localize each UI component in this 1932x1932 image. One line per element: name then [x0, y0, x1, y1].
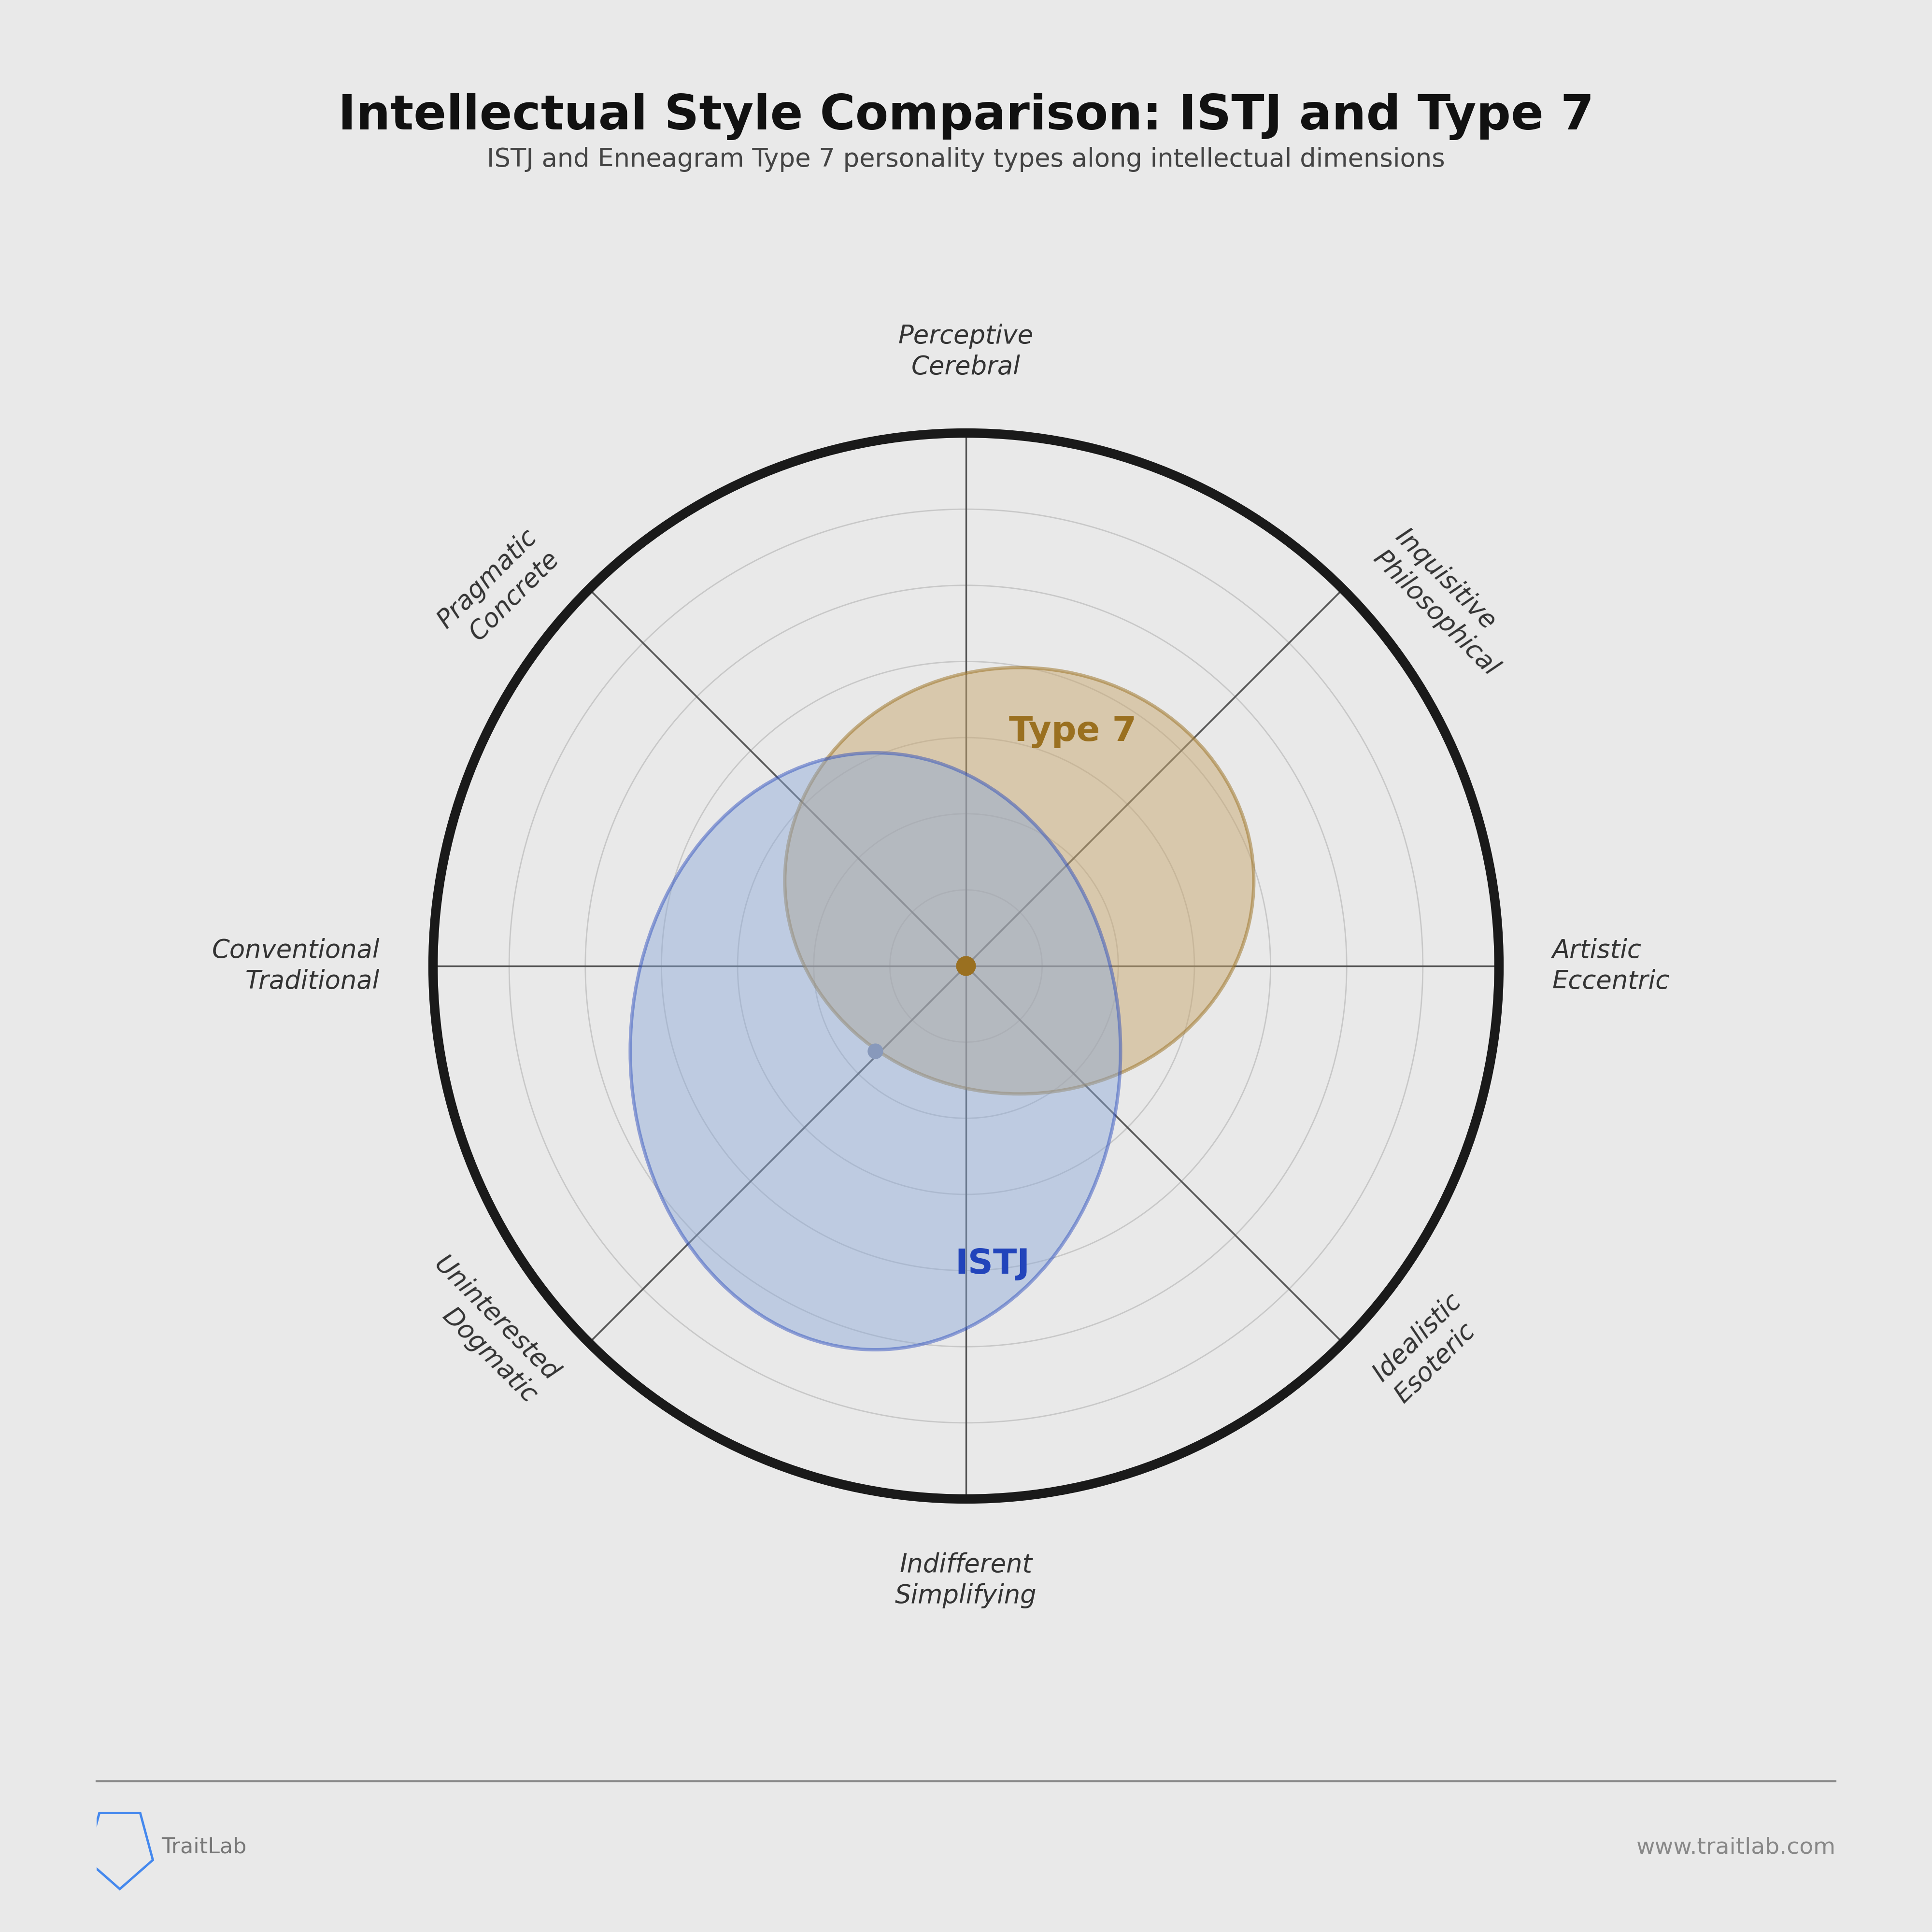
Ellipse shape	[784, 668, 1254, 1094]
Text: Pragmatic
Concrete: Pragmatic Concrete	[433, 524, 564, 655]
Circle shape	[956, 956, 976, 976]
Circle shape	[867, 1043, 883, 1059]
Text: ISTJ and Enneagram Type 7 personality types along intellectual dimensions: ISTJ and Enneagram Type 7 personality ty…	[487, 147, 1445, 172]
Text: Artistic
Eccentric: Artistic Eccentric	[1551, 937, 1669, 995]
Text: Inquisitive
Philosophical: Inquisitive Philosophical	[1368, 524, 1526, 682]
Text: www.traitlab.com: www.traitlab.com	[1636, 1837, 1835, 1859]
Text: TraitLab: TraitLab	[162, 1837, 247, 1857]
Text: Intellectual Style Comparison: ISTJ and Type 7: Intellectual Style Comparison: ISTJ and …	[338, 93, 1594, 141]
Ellipse shape	[630, 753, 1121, 1350]
Text: Uninterested
Dogmatic: Uninterested Dogmatic	[408, 1252, 564, 1408]
Text: Type 7: Type 7	[1009, 715, 1136, 748]
Text: Indifferent
Simplifying: Indifferent Simplifying	[895, 1551, 1037, 1609]
Text: Perceptive
Cerebral: Perceptive Cerebral	[898, 323, 1034, 381]
Text: Conventional
Traditional: Conventional Traditional	[213, 937, 381, 995]
Text: Idealistic
Esoteric: Idealistic Esoteric	[1368, 1289, 1488, 1408]
Text: ISTJ: ISTJ	[954, 1248, 1030, 1281]
